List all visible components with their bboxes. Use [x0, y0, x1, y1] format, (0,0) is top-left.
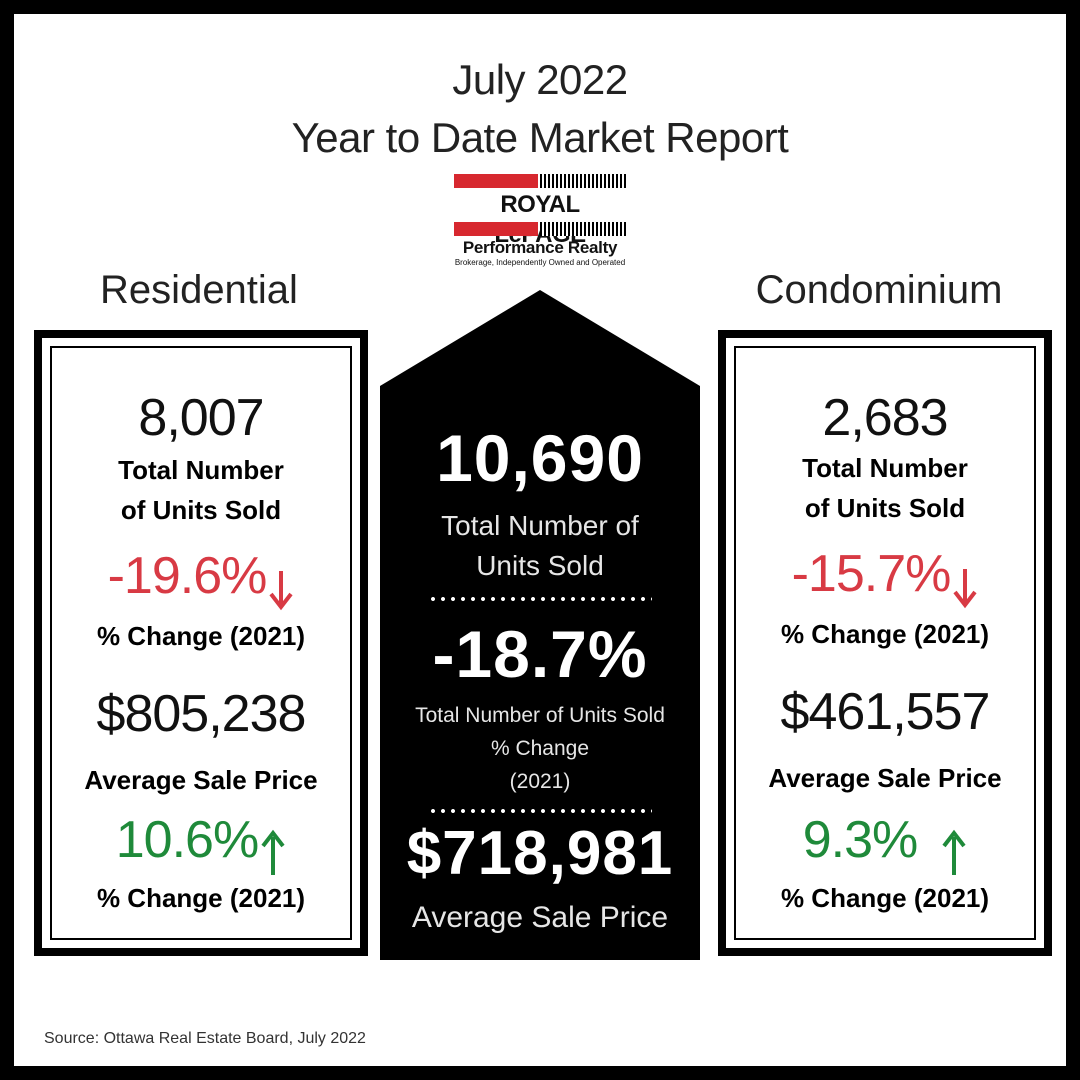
residential-price-change-label: % Change (2021) [96, 883, 306, 913]
total-units-sold: 10,690 [436, 421, 644, 495]
residential-units-label-1: Total Number [118, 455, 284, 485]
condominium-units-change: -15.7% [791, 545, 952, 603]
arrow-down-icon [953, 568, 977, 609]
condominium-heading: Condominium [755, 268, 1003, 312]
report-month: July 2022 [452, 56, 628, 103]
residential-units-label-2: of Units Sold [120, 495, 282, 525]
condominium-panel: 2,683 Total Number of Units Sold -15.7% … [718, 330, 1052, 956]
arrow-up-icon [942, 829, 966, 875]
residential-units-change-row: -19.6% [42, 546, 360, 611]
total-units-change-label-1: Total Number of Units Sold [415, 704, 665, 727]
logo-top-bar [454, 174, 626, 188]
logo-tagline: Brokerage, Independently Owned and Opera… [454, 258, 626, 267]
total-units-change: -18.7% [432, 617, 648, 691]
total-summary-house: 10,690 Total Number of Units Sold -18.7%… [380, 290, 700, 960]
condominium-avg-price: $461,557 [780, 683, 991, 741]
residential-units-change-label: % Change (2021) [96, 621, 306, 651]
total-avg-price-label: Average Sale Price [411, 901, 669, 934]
house-shape [380, 290, 700, 960]
residential-price-change: 10.6% [115, 811, 259, 869]
residential-units-sold: 8,007 [138, 389, 264, 447]
logo-bottom-bar [454, 222, 626, 236]
condominium-avg-price-label: Average Sale Price [768, 763, 1002, 793]
report-title: Year to Date Market Report [291, 114, 789, 161]
royal-lepage-logo: ROYAL LePAGE Performance Realty Brokerag… [454, 174, 626, 270]
residential-avg-price-label: Average Sale Price [84, 765, 318, 795]
dotted-divider [428, 597, 652, 601]
source-citation: Source: Ottawa Real Estate Board, July 2… [44, 1030, 366, 1047]
condominium-price-change-row: 9.3% [726, 810, 1044, 877]
residential-units-change: -19.6% [107, 547, 268, 605]
arrow-down-icon [269, 570, 293, 611]
condominium-units-change-label: % Change (2021) [780, 619, 990, 649]
residential-price-change-row: 10.6% [42, 810, 360, 877]
residential-heading: Residential [100, 268, 298, 312]
report-canvas: July 2022 Year to Date Market Report ROY… [14, 14, 1066, 1066]
dotted-divider [428, 809, 652, 813]
condominium-units-change-row: -15.7% [726, 544, 1044, 609]
total-units-label-1: Total Number of [441, 510, 639, 541]
arrow-up-icon [261, 829, 285, 875]
condominium-price-change: 9.3% [802, 811, 919, 869]
condominium-units-label-2: of Units Sold [804, 493, 966, 523]
total-units-change-label-2: % Change [490, 737, 590, 760]
condominium-price-change-label: % Change (2021) [780, 883, 990, 913]
condominium-units-sold: 2,683 [822, 389, 948, 447]
total-units-change-label-3: (2021) [509, 770, 571, 793]
condominium-units-label-1: Total Number [802, 453, 968, 483]
residential-panel: 8,007 Total Number of Units Sold -19.6% … [34, 330, 368, 956]
logo-company-name: Performance Realty [462, 238, 618, 257]
total-units-label-2: Units Sold [476, 550, 604, 581]
total-avg-price: $718,981 [406, 819, 674, 888]
residential-avg-price: $805,238 [96, 685, 307, 743]
